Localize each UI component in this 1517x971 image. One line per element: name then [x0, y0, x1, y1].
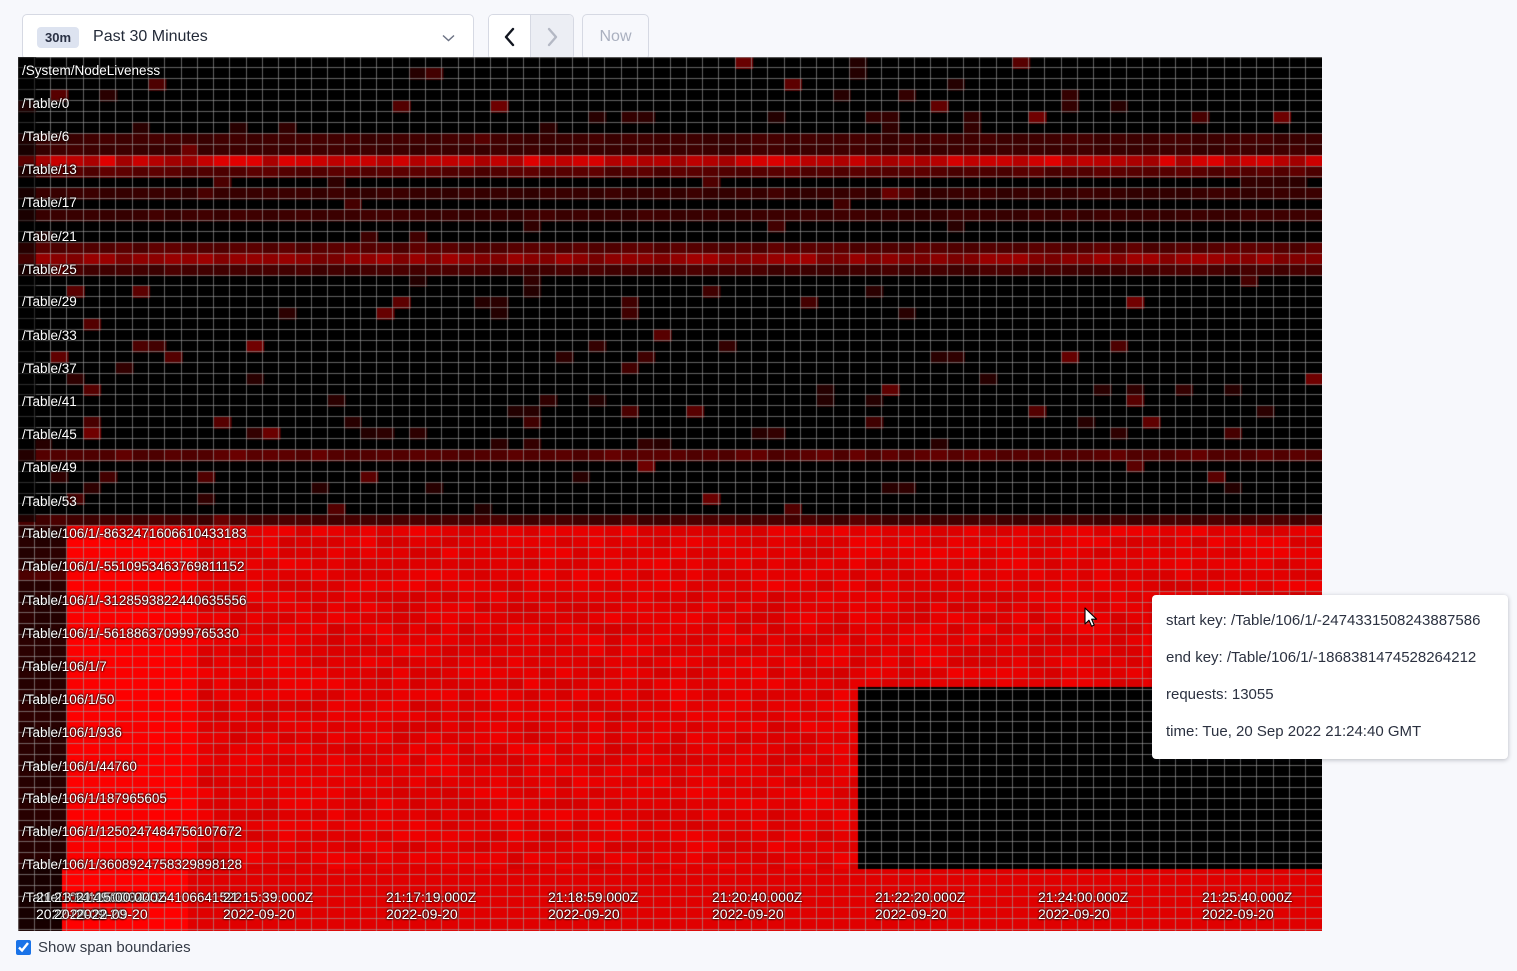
time-range-badge: 30m — [37, 26, 80, 48]
chevron-right-icon — [547, 27, 557, 47]
time-nav-group — [488, 14, 574, 60]
tooltip-start-key: start key: /Table/106/1/-247433150824388… — [1166, 612, 1481, 629]
show-span-boundaries-row[interactable]: Show span boundaries — [16, 939, 191, 956]
show-span-boundaries-label: Show span boundaries — [38, 939, 191, 956]
now-button[interactable]: Now — [582, 14, 649, 60]
previous-period-button[interactable] — [489, 15, 531, 59]
next-period-button[interactable] — [531, 15, 573, 59]
heatmap-tooltip: start key: /Table/106/1/-247433150824388… — [1152, 595, 1508, 759]
tooltip-time: time: Tue, 20 Sep 2022 21:24:40 GMT — [1166, 723, 1422, 740]
heatmap-canvas[interactable] — [18, 57, 1322, 931]
chevron-left-icon — [504, 27, 515, 47]
footer: Show span boundaries — [0, 931, 1517, 971]
toolbar: 30m Past 30 Minutes Now — [0, 0, 1517, 60]
show-span-boundaries-checkbox[interactable] — [16, 940, 31, 955]
time-range-label: Past 30 Minutes — [93, 28, 208, 45]
tooltip-requests: requests: 13055 — [1166, 686, 1274, 703]
chevron-down-icon — [442, 31, 455, 44]
tooltip-end-key: end key: /Table/106/1/-18683814745282642… — [1166, 649, 1477, 666]
time-range-select[interactable]: 30m Past 30 Minutes — [22, 14, 474, 60]
key-visualizer-heatmap[interactable]: /System/NodeLiveness/Table/0/Table/6/Tab… — [18, 57, 1322, 931]
